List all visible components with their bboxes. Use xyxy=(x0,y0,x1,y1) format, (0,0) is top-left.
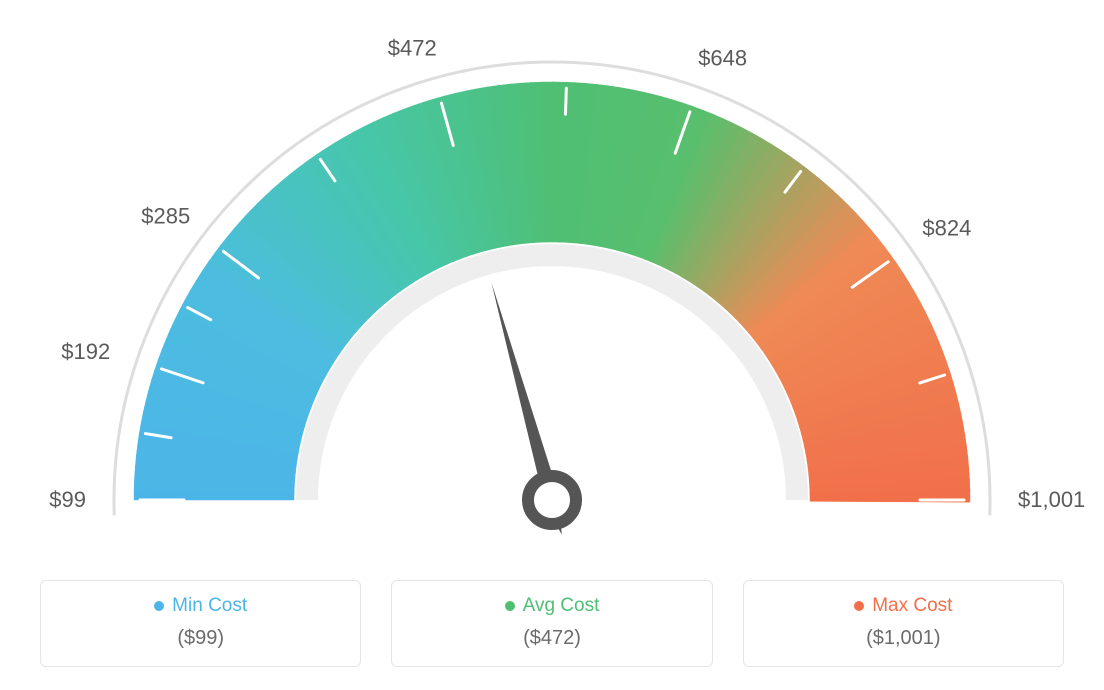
legend-dot-max xyxy=(854,601,864,611)
tick-label: $192 xyxy=(61,339,110,365)
tick-label: $99 xyxy=(49,487,86,513)
legend-card-min: Min Cost ($99) xyxy=(40,580,361,667)
legend-title-avg: Avg Cost xyxy=(505,595,600,617)
legend-value-max: ($1,001) xyxy=(744,627,1063,650)
legend-value-avg: ($472) xyxy=(392,627,711,650)
tick-label: $648 xyxy=(698,45,747,71)
legend-card-max: Max Cost ($1,001) xyxy=(743,580,1064,667)
tick-label: $824 xyxy=(922,215,971,241)
gauge-chart: $99 $192 $285 $472 $648 $824 $1,001 xyxy=(0,0,1104,560)
legend-label-min: Min Cost xyxy=(172,595,247,617)
legend-title-max: Max Cost xyxy=(854,595,952,617)
legend-label-avg: Avg Cost xyxy=(523,595,600,617)
legend-card-avg: Avg Cost ($472) xyxy=(391,580,712,667)
tick-label: $1,001 xyxy=(1018,487,1085,513)
legend-label-max: Max Cost xyxy=(872,595,952,617)
tick-label: $285 xyxy=(141,203,190,229)
legend-dot-min xyxy=(154,601,164,611)
legend-title-min: Min Cost xyxy=(154,595,247,617)
legend-dot-avg xyxy=(505,601,515,611)
legend-value-min: ($99) xyxy=(41,627,360,650)
gauge-svg xyxy=(0,0,1104,560)
legend-row: Min Cost ($99) Avg Cost ($472) Max Cost … xyxy=(0,580,1104,667)
tick-label: $472 xyxy=(388,35,437,61)
